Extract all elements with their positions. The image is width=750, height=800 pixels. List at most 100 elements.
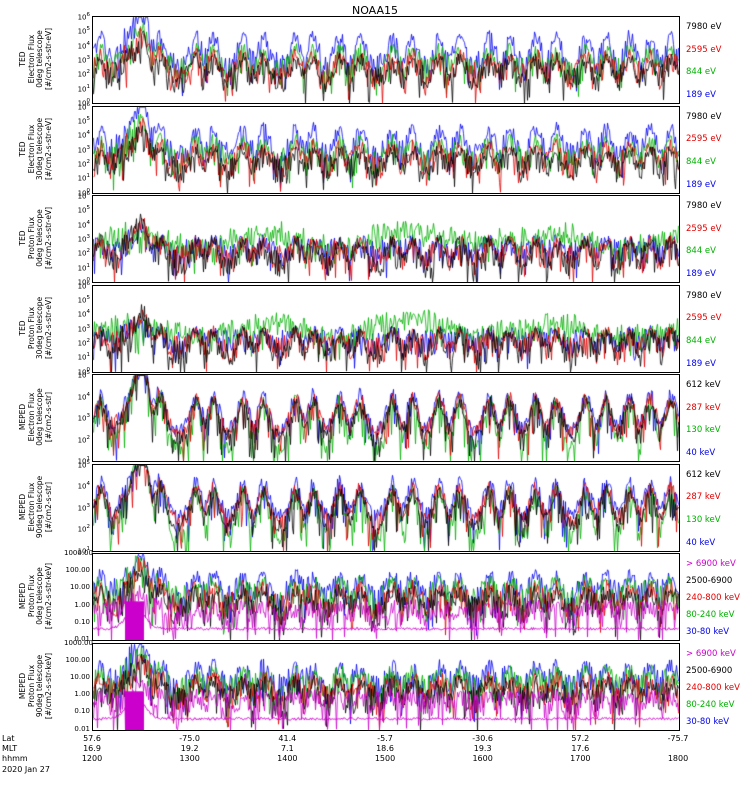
x-tick-lat: 41.4 [278,734,297,743]
legend-entry: 40 keV [686,537,716,548]
y-tick-label: 103 [77,234,90,244]
legend-entry: 844 eV [686,156,716,167]
legend-entry: 7980 eV [686,22,722,32]
x-tick-lat: 57.2 [571,734,590,743]
y-tick-label: 101 [77,262,90,272]
plot-canvas-ted-electron-30deg [93,106,679,193]
legend-entry: 189 eV [686,358,716,369]
y-tick-label: 104 [77,40,90,50]
x-tick-lat: 57.6 [83,734,101,743]
legend-entry: 844 eV [686,246,716,257]
y-tick-label: 1000.00 [64,549,93,557]
legend-entry: 287 keV [686,492,721,503]
y-tick-label: 100 [77,187,90,197]
plot-panel-ted-proton-30deg [92,284,680,373]
legend-entry: 30-80 keV [686,716,730,727]
y-tick-label: 102 [77,158,90,169]
y-tick-label: 104 [77,391,90,401]
legend-entry: 40 keV [686,448,716,458]
y-tick-label: 102 [77,337,90,348]
y-tick-label: 0.01 [74,724,90,733]
y-tick-label: 106 [77,280,90,290]
y-tick-label: 103 [77,413,90,423]
legend-entry: 80-240 keV [686,699,735,710]
y-tick-label: 100.00 [65,655,91,664]
x-tick-mlt: 17.6 [571,744,590,753]
x-tick-mlt: 18.6 [376,744,394,753]
x-tick-hhmm: 1700 [570,754,591,763]
plot-panel-meped-proton-90deg [92,642,680,731]
y-axis-label-meped-electron-90deg: MEPED Electron Flux 90deg telescope [#/cm2-… [18,475,53,538]
y-tick-label: 103 [77,144,90,154]
plot-panel-ted-proton-0deg [92,195,680,283]
x-tick-lat: -75.7 [667,734,689,743]
y-tick-label: 105 [77,459,90,469]
x-tick-hhmm: 1400 [277,754,298,763]
y-tick-label: 101 [77,352,90,362]
plot-panel-meped-electron-0deg [92,374,680,462]
legend-entry: 80-240 keV [686,610,735,620]
y-tick-label: 102 [77,69,90,79]
y-tick-label: 1.00 [74,690,90,699]
legend-entry: 612 keV [686,469,721,480]
x-tick-hhmm: 1200 [81,754,103,763]
plot-panel-ted-electron-30deg [92,105,680,194]
legend-entry: 7980 eV [686,111,722,122]
y-tick-label: 105 [77,294,90,305]
legend-entry: 2595 eV [686,44,722,55]
y-tick-label: 100 [77,366,90,376]
x-axis-row-label-hhmm: hhmm [2,754,28,763]
page-title: NOAA15 [351,4,399,17]
y-tick-label: 106 [77,191,90,201]
y-tick-label: 0.10 [74,707,90,716]
y-axis-label-ted-proton-30deg: TED Proton Flux 30deg telescope [#/cm2-s-st… [18,296,53,359]
x-tick-mlt: 7.1 [280,744,294,753]
y-axis-label-ted-proton-0deg: TED Proton Flux 0deg telescope [#/cm2-s-str… [18,206,53,270]
legend-entry: 7980 eV [686,290,722,301]
y-tick-label: 100 [77,277,90,287]
y-tick-label: 100 [77,98,90,108]
y-tick-label: 102 [77,434,90,444]
y-tick-label: 103 [77,502,90,512]
plot-canvas-ted-electron-0deg [93,17,679,103]
y-axis-label-meped-proton-0deg: MEPED Proton Flux 0deg telescope [#/cm2-s-s… [18,562,53,630]
legend-entry: 2595 eV [686,313,722,324]
y-tick-label: 103 [77,55,90,65]
legend-entry: 844 eV [686,335,716,346]
plot-panel-meped-proton-0deg [92,553,680,641]
y-tick-label: 105 [77,205,90,215]
plot-canvas-ted-proton-0deg [93,196,679,282]
legend-entry: 30-80 keV [686,627,730,637]
legend-entry: 287 keV [686,402,721,413]
y-axis-label-meped-proton-90deg: MEPED Proton Flux 90deg telescope [#/cm2-s-… [18,652,53,719]
y-tick-label: 104 [77,130,90,140]
y-tick-label: 10.00 [69,672,90,681]
legend-entry: 7980 eV [686,201,722,211]
y-axis-label-ted-electron-0deg: TED Electron Flux 0deg telescope [#/cm2-s-s… [18,27,53,91]
y-tick-label: 105 [77,115,90,126]
y-tick-label: 0.01 [74,635,90,643]
y-tick-label: 102 [77,524,90,534]
x-axis-row-label-lat: Lat [2,734,15,743]
x-tick-hhmm: 1300 [179,754,200,763]
y-tick-label: 1000.00 [64,638,93,647]
y-tick-label: 105 [77,370,90,380]
y-tick-label: 0.10 [74,617,90,626]
x-tick-mlt: 19.3 [473,744,492,753]
y-tick-label: 10.00 [69,583,90,592]
legend-entry: 130 keV [686,514,721,525]
legend-entry: 612 keV [686,380,721,390]
x-tick-hhmm: 1600 [472,754,493,763]
legend-entry: 2595 eV [686,223,722,234]
y-tick-label: 1.00 [74,600,90,609]
legend-entry: 130 keV [686,425,721,436]
y-tick-label: 101 [77,456,90,466]
legend-entry: 2500-6900 [686,576,733,586]
plot-canvas-meped-proton-90deg [93,643,679,730]
x-tick-mlt: 16.9 [83,744,101,753]
y-tick-label: 106 [77,101,90,111]
y-tick-label: 100.00 [65,566,91,575]
date-label: 2020 Jan 27 [2,765,50,774]
x-tick-lat: -5.7 [377,734,393,743]
